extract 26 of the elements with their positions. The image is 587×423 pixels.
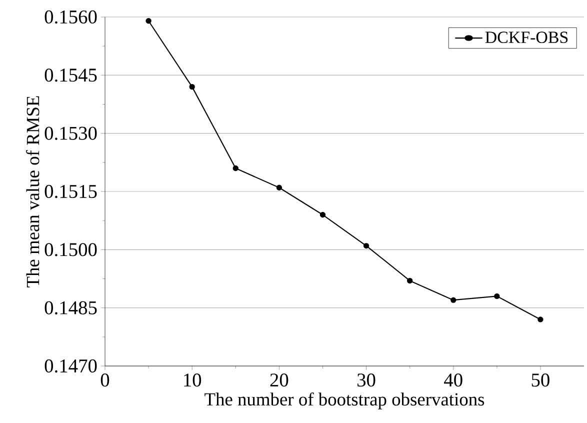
point: [320, 212, 326, 218]
x-tick-label: 40: [444, 374, 462, 387]
point: [363, 242, 370, 249]
point: [232, 165, 238, 172]
point: [406, 278, 413, 284]
point: [189, 84, 195, 90]
point: [276, 184, 282, 190]
point: [494, 293, 500, 300]
y-tick-label: 0.1530: [44, 126, 97, 140]
legend-label: DCKF-OBS: [485, 32, 568, 44]
y-tick-label: 0.1500: [44, 243, 97, 256]
x-tick-label: 20: [270, 374, 288, 387]
y-axis-title: The mean value of RMSE: [26, 96, 40, 288]
y-tick-label: 0.1560: [44, 10, 97, 24]
x-tick-label: 50: [532, 374, 550, 387]
x-tick-label: 0: [100, 374, 110, 387]
y-tick-label: 0.1515: [44, 184, 97, 198]
point: [146, 18, 152, 24]
x-axis-title: The number of bootstrap observations: [204, 392, 484, 410]
x-tick-label: 30: [357, 374, 376, 387]
point: [450, 297, 456, 303]
y-tick-label: 0.1485: [44, 301, 97, 314]
y-tick-label: 0.1545: [44, 68, 97, 82]
point: [538, 316, 544, 322]
y-tick-label: 0.1470: [44, 359, 97, 373]
x-tick-label: 10: [184, 374, 202, 387]
